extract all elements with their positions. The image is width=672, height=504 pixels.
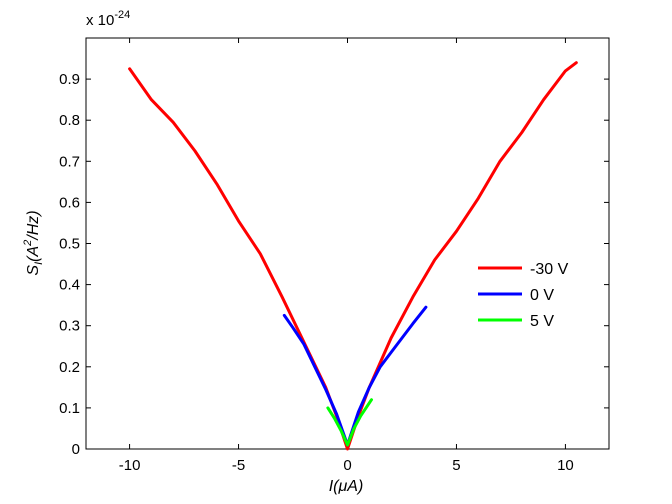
y-multiplier-base: x 10 [86,12,114,29]
y-axis-label-unit-a: (A [25,246,42,262]
x-tick-label: -5 [232,457,245,474]
y-tick-label: 0.6 [59,194,80,211]
legend: -30 V 0 V 5 V [478,261,569,330]
y-axis: 0 0.1 0.2 0.3 0.4 0.5 0.6 0.7 0.8 0.9 [59,71,609,458]
y-tick-label: 0.8 [59,112,80,129]
y-tick-label: 0.1 [59,400,80,417]
y-tick-label: 0.5 [59,236,80,253]
y-tick-label: 0.9 [59,71,80,88]
legend-label: 5 V [530,313,554,330]
y-axis-label-subscript: I [33,262,45,265]
x-axis: -10 -5 0 5 10 [119,38,574,474]
x-tick-label: 10 [557,457,574,474]
x-axis-label-unit: (μA) [333,478,363,495]
plot-area: -10 -5 0 5 10 0 0.1 0.2 0.3 0.4 0.5 0.6 0.7 0.8 0.9 [59,37,610,474]
x-axis-label-symbol: I [329,478,334,495]
y-tick-label: 0.2 [59,359,80,376]
series-lines [128,61,578,451]
x-tick-label: 5 [452,457,460,474]
legend-label: 0 V [530,287,554,304]
series-line-3 [326,398,373,447]
x-tick-label: 0 [343,457,351,474]
y-tick-label: 0 [72,441,80,458]
x-axis-label: I(μA) [329,478,364,495]
y-axis-label-unit-b: /Hz) [25,210,42,240]
y-multiplier: x 10-24 [86,9,130,29]
y-tick-label: 0.4 [59,277,80,294]
x-tick-label: -10 [119,457,141,474]
plot-frame [85,37,610,450]
legend-label: -30 V [530,261,569,278]
y-tick-label: 0.3 [59,318,80,335]
y-multiplier-exponent: -24 [114,9,130,21]
y-axis-label-unit-exponent: 2 [22,240,34,247]
y-axis-label-symbol: S [25,265,42,276]
y-tick-label: 0.7 [59,153,80,170]
y-axis-label: SI(A2/Hz) [22,210,45,275]
